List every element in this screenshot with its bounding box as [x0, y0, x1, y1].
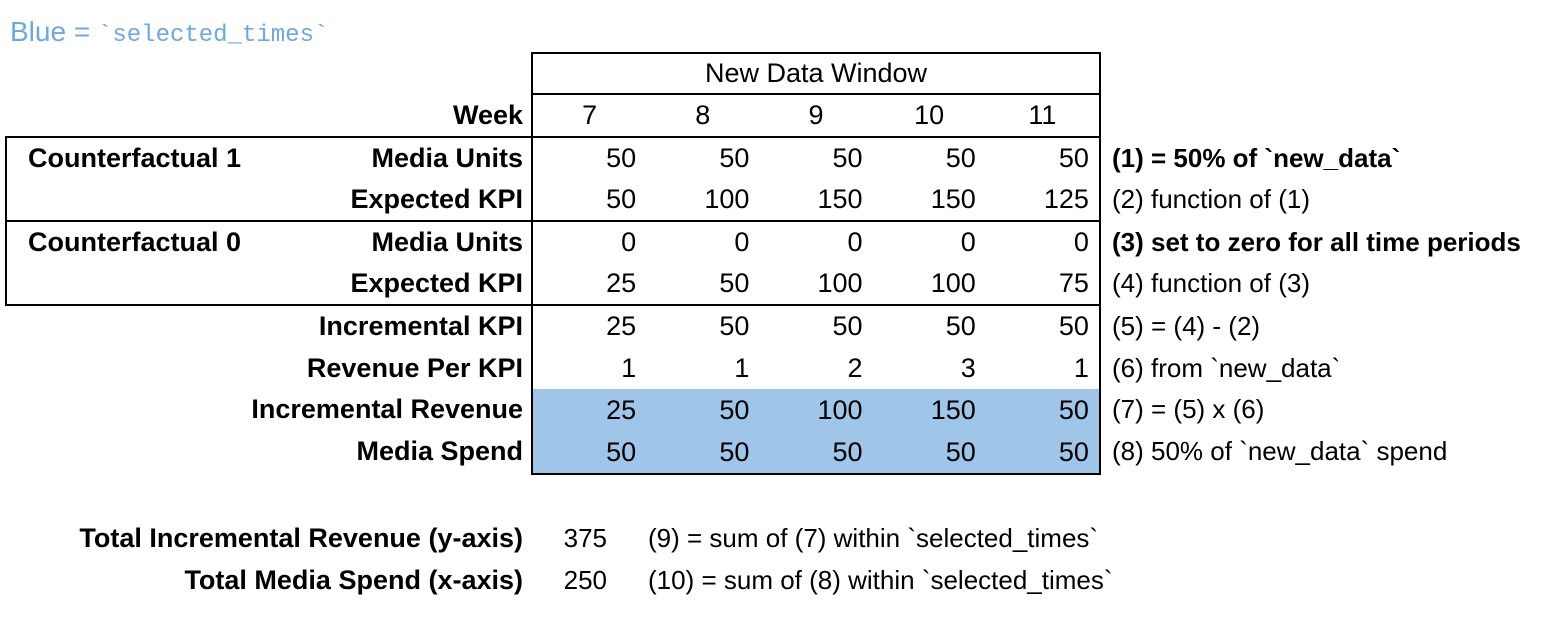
value-cell: 25	[606, 395, 637, 425]
legend: Blue = `selected_times`	[10, 16, 328, 49]
value-cell: 50	[945, 143, 976, 173]
table-row-incremental-kpi: 25 50 50 50 50	[533, 306, 1099, 347]
row-label-incremental-revenue: Incremental Revenue	[251, 394, 523, 424]
row-note-8: (8) 50% of `new_data` spend	[1112, 436, 1448, 466]
value-cell: 0	[621, 227, 637, 257]
row-note-7: (7) = (5) x (6)	[1112, 394, 1265, 424]
value-cell: 3	[960, 353, 976, 383]
value-cell: 100	[704, 184, 750, 214]
table-row-incremental-revenue-highlighted: 25 50 100 150 50	[533, 389, 1099, 431]
counterfactual-0-label: Counterfactual 0	[28, 227, 242, 257]
row-label-expected-kpi-cf0: Expected KPI	[350, 268, 523, 298]
row-label-media-spend: Media Spend	[356, 436, 523, 466]
row-label-media-units-cf0: Media Units	[371, 227, 523, 257]
total-incremental-revenue-value: 375	[563, 523, 607, 553]
grid-line-below-week-row	[533, 136, 1099, 138]
week-cell: 7	[582, 100, 598, 130]
table-row-revenue-per-kpi: 1 1 2 3 1	[533, 348, 1099, 389]
row-note-6: (6) from `new_data`	[1112, 353, 1341, 383]
value-cell: 50	[832, 143, 863, 173]
week-label: Week	[452, 100, 523, 130]
total-media-spend-note: (10) = sum of (8) within `selected_times…	[648, 565, 1113, 595]
total-incremental-revenue-note: (9) = sum of (7) within `selected_times`	[648, 523, 1099, 553]
value-cell: 0	[960, 227, 976, 257]
table-row-media-units-cf1: 50 50 50 50 50	[533, 138, 1099, 179]
grid-line-below-window-header	[533, 93, 1099, 95]
week-cell: 9	[808, 100, 824, 130]
value-cell: 0	[847, 227, 863, 257]
value-cell: 0	[1073, 227, 1089, 257]
row-label-incremental-kpi: Incremental KPI	[318, 311, 523, 341]
table-row-media-spend-highlighted: 50 50 50 50 50	[533, 431, 1099, 473]
value-cell: 150	[930, 395, 976, 425]
value-cell: 1	[621, 353, 637, 383]
new-data-window-header: New Data Window	[704, 58, 928, 88]
value-cell: 125	[1043, 184, 1089, 214]
value-cell: 25	[606, 268, 637, 298]
value-cell: 50	[1058, 143, 1089, 173]
value-cell: 50	[606, 184, 637, 214]
value-cell: 25	[606, 311, 637, 341]
row-note-2: (2) function of (1)	[1112, 184, 1310, 214]
week-cell: 11	[1028, 100, 1057, 130]
value-cell: 50	[1058, 311, 1089, 341]
row-note-1: (1) = 50% of `new_data`	[1112, 143, 1401, 173]
counterfactual-0-box	[5, 220, 533, 306]
row-note-4: (4) function of (3)	[1112, 268, 1310, 298]
value-cell: 100	[930, 268, 976, 298]
row-label-media-units-cf1: Media Units	[371, 143, 523, 173]
value-cell: 50	[832, 437, 863, 467]
grid-line-below-counterfactual-1	[533, 220, 1099, 222]
row-note-3: (3) set to zero for all time periods	[1112, 227, 1521, 257]
value-cell: 50	[606, 437, 637, 467]
legend-blue-label: Blue =	[10, 16, 98, 47]
value-cell: 50	[719, 437, 750, 467]
table-row-media-units-cf0: 0 0 0 0 0	[533, 222, 1099, 263]
value-cell: 150	[817, 184, 863, 214]
value-cell: 1	[734, 353, 750, 383]
value-cell: 150	[930, 184, 976, 214]
value-cell: 0	[734, 227, 750, 257]
value-cell: 50	[719, 143, 750, 173]
table-row-expected-kpi-cf1: 50 100 150 150 125	[533, 179, 1099, 220]
value-cell: 50	[1058, 437, 1089, 467]
value-cell: 50	[945, 437, 976, 467]
table-row-expected-kpi-cf0: 25 50 100 100 75	[533, 263, 1099, 304]
value-cell: 50	[832, 311, 863, 341]
value-cell: 100	[817, 395, 863, 425]
value-cell: 50	[719, 311, 750, 341]
week-row: 7 8 9 10 11	[533, 95, 1099, 136]
row-label-expected-kpi-cf1: Expected KPI	[350, 184, 523, 214]
legend-code: `selected_times`	[97, 22, 329, 49]
week-cell: 10	[914, 100, 945, 130]
value-cell: 50	[1058, 395, 1089, 425]
total-media-spend-label: Total Media Spend (x-axis)	[184, 565, 523, 595]
total-media-spend-value: 250	[563, 565, 607, 595]
value-cell: 100	[817, 268, 863, 298]
row-label-revenue-per-kpi: Revenue Per KPI	[306, 353, 523, 383]
grid-line-below-counterfactual-0	[533, 304, 1099, 306]
value-cell: 50	[606, 143, 637, 173]
row-note-5: (5) = (4) - (2)	[1112, 311, 1261, 341]
value-cell: 50	[719, 395, 750, 425]
value-cell: 50	[945, 311, 976, 341]
value-cell: 2	[847, 353, 863, 383]
value-cell: 75	[1058, 268, 1089, 298]
value-cell: 1	[1073, 353, 1089, 383]
week-cell: 8	[695, 100, 711, 130]
counterfactual-1-label: Counterfactual 1	[28, 143, 242, 173]
total-incremental-revenue-label: Total Incremental Revenue (y-axis)	[79, 523, 523, 553]
value-cell: 50	[719, 268, 750, 298]
